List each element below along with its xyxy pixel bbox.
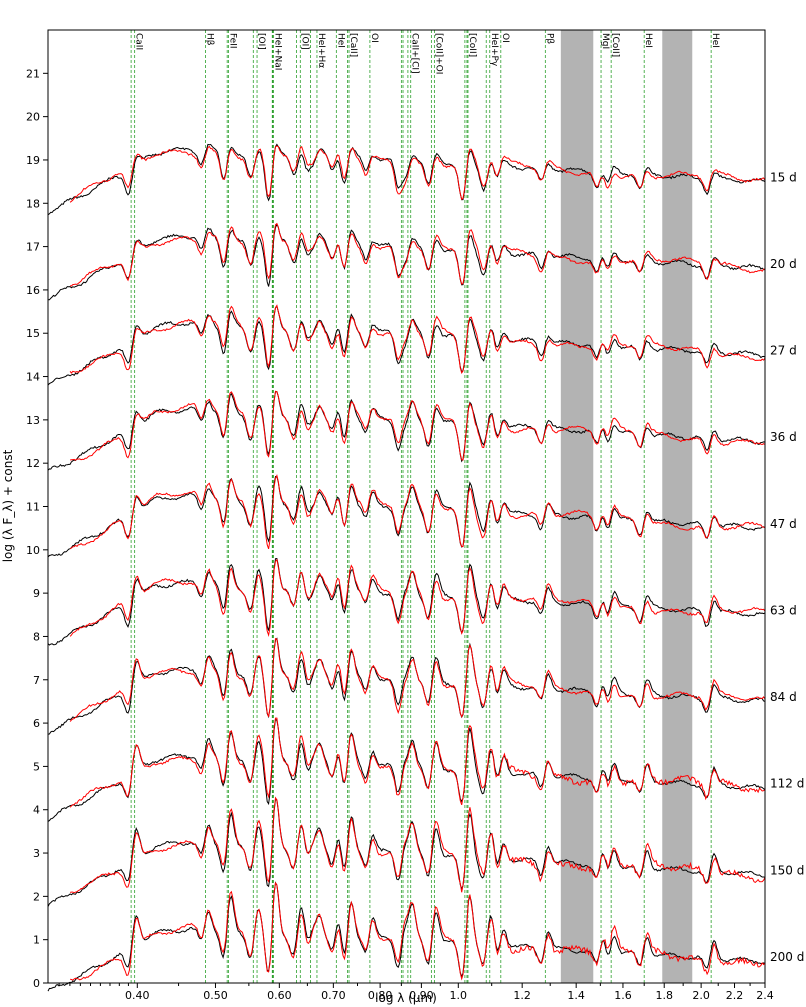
x-tick-label-2: 0.60 xyxy=(267,989,292,1002)
epoch-label-1: 20 d xyxy=(770,257,797,271)
line-label-17: [CoII] xyxy=(610,33,620,57)
y-tick-label-1: 1 xyxy=(33,934,40,947)
y-axis-label: log (λ F_λ) + const xyxy=(1,449,15,562)
line-label-4: HeI+NaI xyxy=(272,33,282,70)
spectrum-red-9 xyxy=(69,881,766,981)
x-tick-label-5: 0.90 xyxy=(409,989,434,1002)
spectrum-black-5 xyxy=(47,557,766,646)
spectrum-black-8 xyxy=(47,798,766,907)
epoch-labels: 15 d 20 d 27 d 36 d 47 d 63 d 84 d 112 d 150 d 20… xyxy=(770,170,804,964)
y-tick-label-19: 19 xyxy=(26,154,40,167)
spectrum-red-3 xyxy=(70,390,766,461)
spectrum-black-4 xyxy=(47,475,766,558)
x-axis: 0.40 0.50 0.60 0.70 0.80 0.90 1.0 1.2 1.4 1.6 1.8 2… xyxy=(58,983,774,1002)
spectrum-red-1 xyxy=(69,222,766,287)
y-tick-label-4: 4 xyxy=(33,804,40,817)
spectrum-red-6 xyxy=(69,637,766,722)
spectrum-red-0 xyxy=(69,145,766,203)
line-label-13: HeI+Pγ xyxy=(489,33,499,67)
y-tick-label-0: 0 xyxy=(33,977,40,990)
epoch-label-0: 15 d xyxy=(770,170,797,184)
spectrum-black-7 xyxy=(47,718,766,822)
line-label-12: [CoII] xyxy=(467,33,477,57)
spectra xyxy=(47,143,766,992)
y-tick-label-8: 8 xyxy=(33,630,40,643)
y-tick-label-21: 21 xyxy=(26,67,40,80)
x-tick-label-13: 2.4 xyxy=(756,989,774,1002)
x-tick-label-10: 1.8 xyxy=(655,989,673,1002)
spectrum-red-2 xyxy=(69,304,766,375)
epoch-label-3: 36 d xyxy=(770,430,797,444)
x-tick-label-7: 1.2 xyxy=(513,989,531,1002)
y-tick-label-15: 15 xyxy=(26,327,40,340)
x-tick-label-4: 0.80 xyxy=(368,989,393,1002)
spectrum-red-5 xyxy=(69,558,766,638)
y-tick-label-12: 12 xyxy=(26,457,40,470)
epoch-label-5: 63 d xyxy=(770,603,797,617)
spectrum-black-3 xyxy=(47,391,766,471)
spectrum-red-7 xyxy=(69,717,766,808)
y-tick-label-11: 11 xyxy=(26,501,40,514)
y-tick-label-2: 2 xyxy=(33,890,40,903)
spectrum-black-2 xyxy=(47,305,766,386)
line-label-0: CaII xyxy=(134,33,144,50)
y-tick-label-16: 16 xyxy=(26,284,40,297)
epoch-label-6: 84 d xyxy=(770,690,797,704)
spectrum-red-4 xyxy=(69,474,766,550)
y-tick-label-3: 3 xyxy=(33,847,40,860)
masked-band-0 xyxy=(560,30,594,983)
masked-bands xyxy=(560,30,693,983)
line-id-markers: CaII Hβ FeII [OI] HeI+NaI [OI] HeI+Hα HeI [CaII]… xyxy=(130,30,720,983)
y-tick-label-18: 18 xyxy=(26,197,40,210)
spectrum-red-8 xyxy=(69,796,766,894)
y-tick-label-6: 6 xyxy=(33,717,40,730)
line-label-2: FeII xyxy=(228,33,238,49)
spectrum-black-9 xyxy=(47,881,766,992)
x-tick-label-6: 1.0 xyxy=(450,989,468,1002)
x-tick-label-1: 0.50 xyxy=(203,989,228,1002)
y-tick-label-7: 7 xyxy=(33,674,40,687)
line-label-16: MgI xyxy=(600,33,610,49)
line-label-8: [CaII] xyxy=(348,33,358,57)
line-label-1: Hβ xyxy=(205,33,215,46)
x-tick-label-3: 0.70 xyxy=(321,989,346,1002)
epoch-label-8: 150 d xyxy=(770,863,804,877)
line-label-15: Pβ xyxy=(544,33,554,44)
line-label-7: HeI xyxy=(335,33,345,48)
x-tick-label-11: 2.0 xyxy=(692,989,710,1002)
x-tick-label-8: 1.4 xyxy=(567,989,585,1002)
x-tick-label-0: 0.40 xyxy=(125,989,150,1002)
epoch-label-4: 47 d xyxy=(770,517,797,531)
epoch-label-2: 27 d xyxy=(770,344,797,358)
y-tick-label-10: 10 xyxy=(26,544,40,557)
y-tick-label-17: 17 xyxy=(26,241,40,254)
y-tick-label-20: 20 xyxy=(26,111,40,124)
line-label-5: [OI] xyxy=(299,33,309,50)
y-tick-label-14: 14 xyxy=(26,371,40,384)
spectrum-black-6 xyxy=(47,637,766,735)
line-label-10: CaII+[CI] xyxy=(410,33,420,74)
x-tick-label-12: 2.2 xyxy=(726,989,744,1002)
x-tick-label-9: 1.6 xyxy=(614,989,632,1002)
epoch-label-9: 200 d xyxy=(770,950,804,964)
y-tick-label-9: 9 xyxy=(33,587,40,600)
line-label-19: HeI xyxy=(710,33,720,48)
line-label-18: HeI xyxy=(643,33,653,48)
masked-band-1 xyxy=(662,30,693,983)
line-label-14: OI xyxy=(500,33,510,43)
y-tick-label-13: 13 xyxy=(26,414,40,427)
epoch-label-7: 112 d xyxy=(770,777,804,791)
y-tick-label-5: 5 xyxy=(33,760,40,773)
line-label-6: HeI+Hα xyxy=(316,33,326,68)
line-label-9: OI xyxy=(369,33,379,43)
line-label-11: [CoII]+OI xyxy=(433,33,443,74)
x-axis-label: log λ (μm) xyxy=(375,991,437,1005)
line-label-3: [OI] xyxy=(256,33,266,50)
